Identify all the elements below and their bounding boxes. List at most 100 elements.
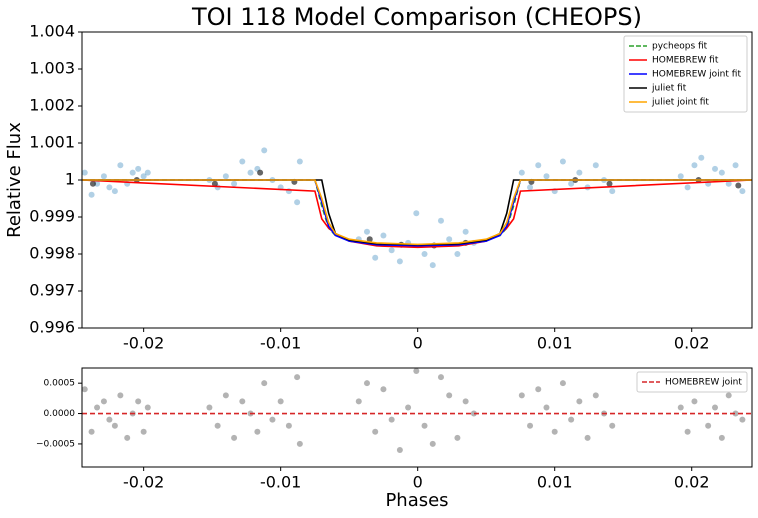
residual-point [94, 404, 101, 411]
residual-point [576, 398, 583, 405]
residual-point [144, 404, 151, 411]
residual-point [372, 428, 379, 435]
residual-point [206, 404, 213, 411]
binned-point [89, 180, 96, 187]
data-point [294, 199, 301, 206]
data-point [222, 173, 229, 180]
data-point [732, 162, 739, 169]
x-tick-label: 0.01 [537, 473, 573, 492]
data-point [140, 173, 147, 180]
x-axis-label: Phases [385, 490, 448, 511]
residual-point [470, 410, 477, 417]
binned-point [366, 236, 373, 243]
data-point [712, 165, 719, 172]
residual-point [277, 398, 284, 405]
residual-point [111, 422, 118, 429]
residual-point [535, 386, 542, 393]
model-line [82, 179, 752, 246]
data-point [135, 165, 142, 172]
model-line [82, 179, 752, 249]
data-point [106, 184, 113, 191]
data-point [117, 162, 124, 169]
data-point [677, 173, 684, 180]
residual-point [88, 428, 95, 435]
residual-point [106, 416, 113, 423]
y-tick-label: 1.001 [29, 133, 75, 152]
data-point [559, 158, 566, 165]
data-point [111, 188, 118, 195]
residual-point [429, 440, 436, 447]
data-point [239, 158, 246, 165]
x-tick-label: -0.01 [260, 473, 301, 492]
legend-box [623, 35, 748, 113]
residual-point [135, 398, 142, 405]
chart-title: TOI 118 Model Comparison (CHEOPS) [191, 3, 642, 31]
residual-point [363, 380, 370, 387]
residual-point [718, 434, 725, 441]
residual-point [117, 392, 124, 399]
residual-point [543, 404, 550, 411]
x-tick-label: 0.01 [537, 334, 573, 353]
binned-point [257, 169, 264, 176]
data-point [725, 180, 732, 187]
y-axis-label: Relative Flux [4, 122, 25, 238]
data-point [88, 191, 95, 198]
residual-point [254, 428, 261, 435]
legend-box [636, 371, 748, 393]
residual-point [413, 368, 420, 375]
legend-label: HOMEBREW joint [665, 378, 742, 388]
residual-point [355, 398, 362, 405]
residual-point [380, 386, 387, 393]
data-point [609, 188, 616, 195]
residual-point [437, 374, 444, 381]
y-tick-label: 0.996 [29, 318, 75, 337]
data-point [144, 169, 151, 176]
x-tick-label: -0.02 [123, 334, 164, 353]
residual-point [551, 428, 558, 435]
data-point [429, 262, 436, 269]
residual-point [285, 422, 292, 429]
residual-point [140, 428, 147, 435]
data-point [684, 184, 691, 191]
data-point [462, 228, 469, 235]
data-point [296, 158, 303, 165]
y-tick-label: 1.003 [29, 59, 75, 78]
residual-point [739, 416, 746, 423]
y-tick-label: 0.998 [29, 244, 75, 263]
binned-point [606, 180, 613, 187]
legend-label: juliet fit [651, 84, 687, 94]
data-point [129, 169, 136, 176]
x-tick-label: 0 [413, 334, 423, 353]
data-point [231, 180, 238, 187]
data-point [698, 154, 705, 161]
data-point [380, 232, 387, 239]
residual-point [677, 404, 684, 411]
residual-point [261, 380, 268, 387]
residual-point [269, 416, 276, 423]
residual-point [559, 380, 566, 387]
binned-point [211, 180, 218, 187]
residual-point [609, 422, 616, 429]
residual-point [82, 386, 88, 393]
data-point [413, 210, 420, 217]
y-tick-label: 0.999 [29, 207, 75, 226]
data-point [518, 169, 525, 176]
residual-point [214, 422, 221, 429]
data-point [739, 188, 746, 195]
data-point [718, 169, 725, 176]
data-point [592, 162, 599, 169]
plot-area [82, 147, 752, 269]
residual-point [518, 392, 525, 399]
residual-point [396, 446, 403, 453]
data-point [421, 251, 428, 257]
axes-frame [81, 367, 753, 468]
legend-label: HOMEBREW fit [652, 56, 719, 66]
residual-point [691, 398, 698, 405]
y-tick-label: −0.0005 [36, 439, 75, 449]
y-tick-label: 1.004 [29, 22, 75, 41]
y-tick-label: 0.0000 [44, 409, 76, 419]
data-point [261, 147, 268, 154]
model-line [82, 179, 752, 247]
residual-point [462, 398, 469, 405]
